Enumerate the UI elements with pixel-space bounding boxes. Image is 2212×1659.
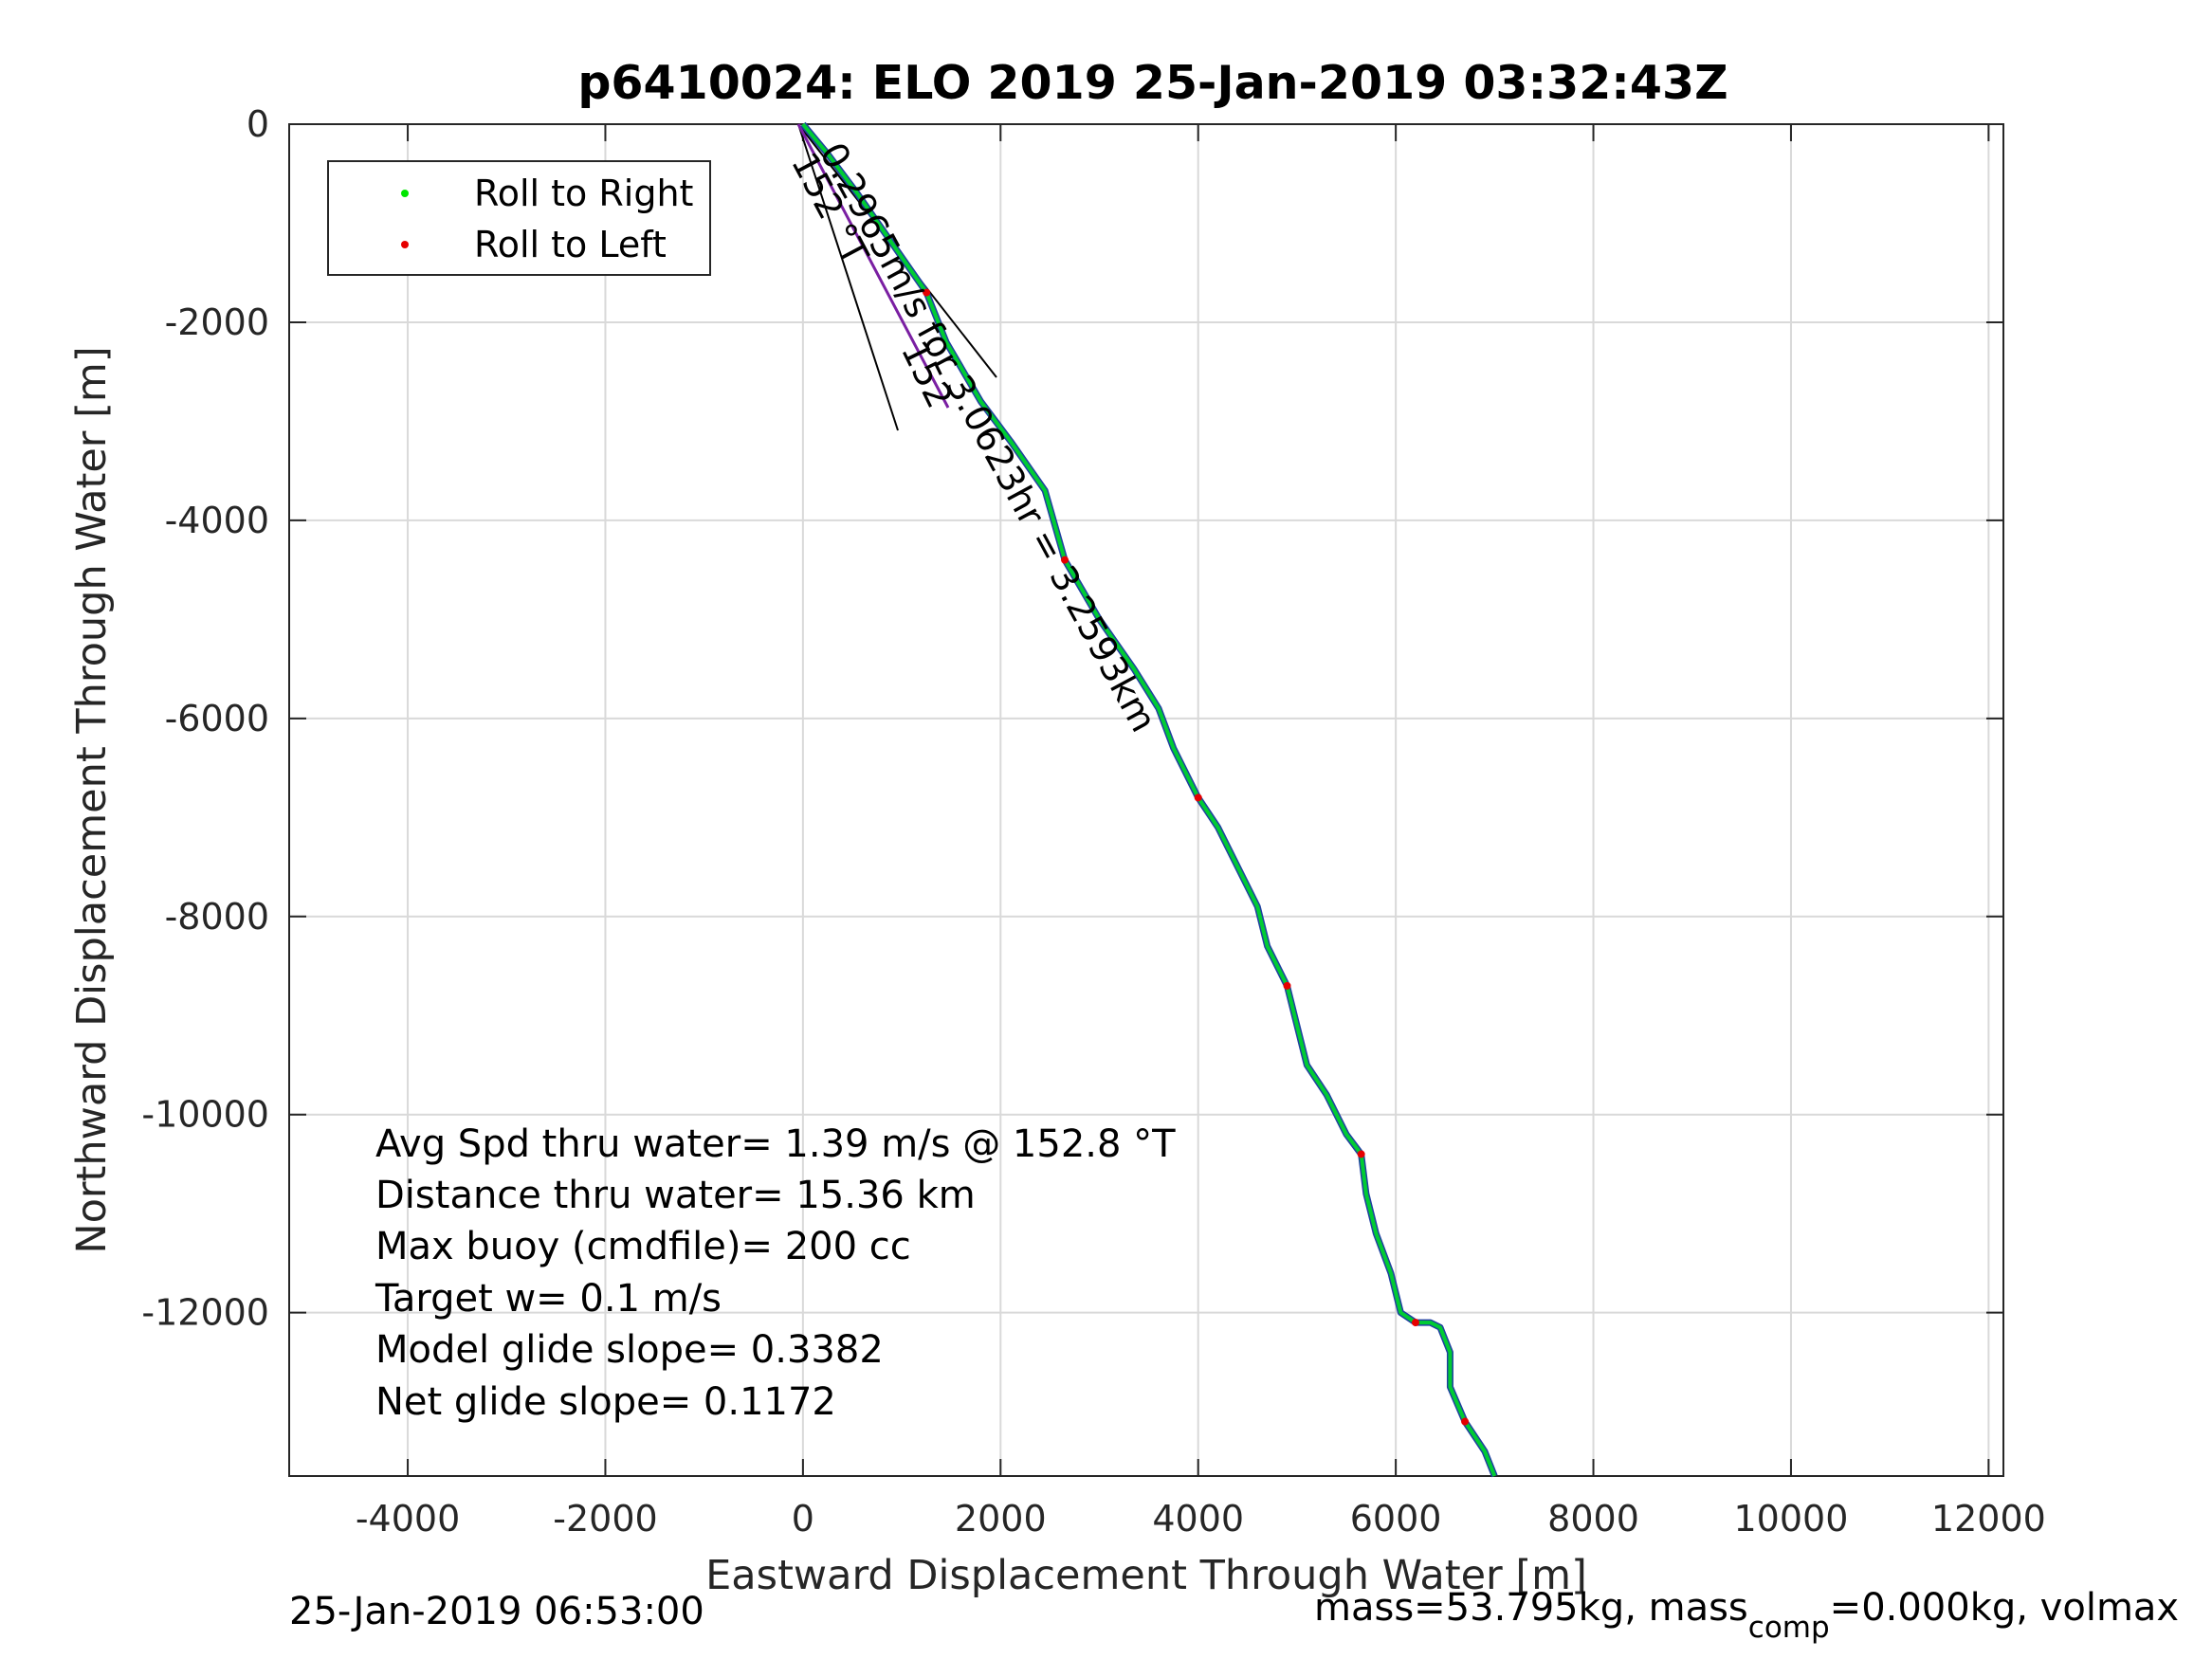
x-tick-label: -4000: [356, 1498, 460, 1540]
y-axis-label: Northward Displacement Through Water [m]: [68, 346, 116, 1253]
x-tick-label: 0: [792, 1498, 814, 1540]
track-line: [801, 122, 1497, 1477]
legend: Roll to Right Roll to Left: [327, 160, 711, 276]
footer-timestamp: 25-Jan-2019 06:53:00: [289, 1590, 704, 1633]
x-tick-label: 4000: [1152, 1498, 1244, 1540]
roll-markers: [923, 288, 1470, 1426]
roll-left-marker: [1194, 793, 1202, 802]
stat-model-glide: Model glide slope= 0.3382: [375, 1328, 884, 1372]
x-tick-label: 10000: [1734, 1498, 1849, 1540]
x-tick-label: 12000: [1931, 1498, 2046, 1540]
roll-left-marker: [1411, 1319, 1419, 1327]
y-tick-label: -8000: [165, 896, 269, 938]
y-tick-label: 0: [247, 103, 269, 145]
roll-left-marker: [1461, 1417, 1470, 1426]
footer-mass-post: =0.000kg, volmax: [1830, 1586, 2179, 1630]
roll-left-marker: [1357, 1150, 1365, 1158]
y-tick-label: -12000: [141, 1292, 269, 1334]
x-tick-label: 2000: [955, 1498, 1047, 1540]
stats-block: Avg Spd thru water= 1.39 m/s @ 152.8 °T …: [375, 1122, 1176, 1424]
heading-line-left: [797, 123, 899, 431]
x-tick-label: -2000: [553, 1498, 657, 1540]
y-tick-label: -4000: [165, 500, 269, 541]
segment-label: 0.2965m/s for 3.0623hr = 3.2593km: [812, 136, 1165, 738]
stat-distance: Distance thru water= 15.36 km: [375, 1174, 976, 1217]
footer-mass-sub: comp: [1748, 1611, 1830, 1645]
legend-marker-left: [401, 241, 409, 248]
glider-track: [800, 121, 1498, 1478]
legend-box: [327, 160, 711, 276]
legend-label-left: Roll to Left: [474, 224, 667, 265]
y-tick-label: -2000: [165, 301, 269, 343]
legend-marker-right: [401, 190, 409, 197]
footer-mass: mass=53.795kg, masscomp=0.000kg, volmax: [1314, 1586, 2179, 1645]
chart-title: p6410024: ELO 2019 25-Jan-2019 03:32:43Z: [577, 56, 1728, 110]
roll-left-marker: [1283, 981, 1291, 990]
stat-net-glide: Net glide slope= 0.1172: [375, 1380, 836, 1424]
x-tick-label: 6000: [1350, 1498, 1442, 1540]
stat-avg-speed: Avg Spd thru water= 1.39 m/s @ 152.8 °T: [375, 1122, 1176, 1166]
x-axis-label: Eastward Displacement Through Water [m]: [705, 1552, 1587, 1599]
x-tick-labels: -4000 -2000 0 2000 4000 6000 8000 10000 12000: [356, 1498, 2046, 1540]
stat-max-buoy: Max buoy (cmdfile)= 200 cc: [375, 1225, 911, 1268]
plot-area: [288, 123, 2004, 1477]
footer-mass-pre: mass=53.795kg, mass: [1314, 1586, 1748, 1630]
axis-ticks: [289, 123, 2003, 1476]
legend-label-right: Roll to Right: [474, 173, 693, 214]
roll-left-marker: [1061, 556, 1069, 564]
stat-target-w: Target w= 0.1 m/s: [375, 1277, 722, 1321]
roll-left-marker: [923, 288, 931, 297]
y-tick-label: -6000: [165, 698, 269, 739]
heading-line-mid: [796, 123, 950, 409]
y-tick-label: -10000: [141, 1094, 269, 1136]
y-tick-labels: 0 -2000 -4000 -6000 -8000 -10000 -12000: [141, 103, 269, 1334]
grid-lines: [289, 123, 2003, 1476]
x-tick-label: 8000: [1547, 1498, 1639, 1540]
